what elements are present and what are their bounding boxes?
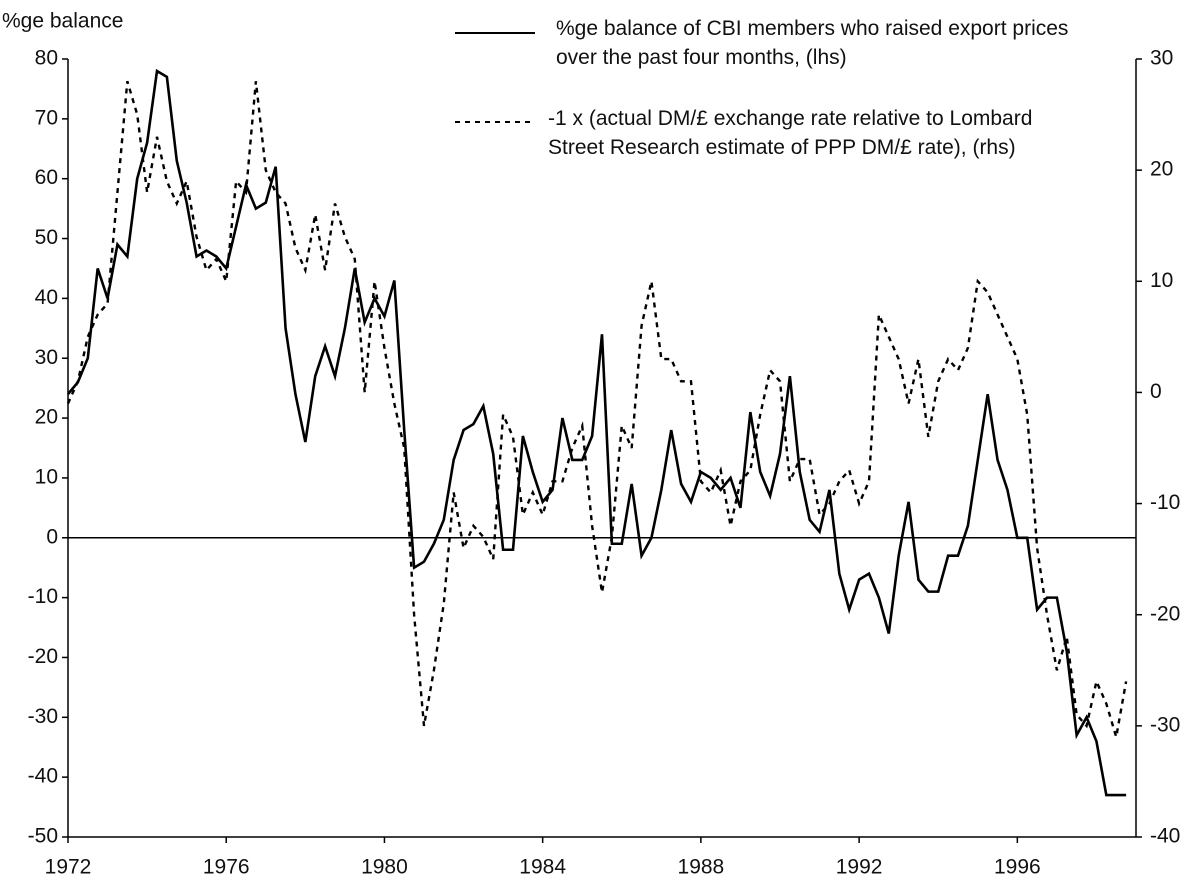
y-tick-label: 70	[35, 106, 58, 129]
series-line	[66, 80, 1128, 738]
y2-tick-label: -40	[1150, 825, 1180, 848]
x-tick-label: 1992	[836, 856, 883, 879]
y2-tick-label: 30	[1150, 47, 1173, 70]
y2-tick-label: 0	[1150, 380, 1162, 403]
y-tick-label: -30	[28, 705, 58, 728]
series-line	[66, 68, 1127, 797]
x-tick-label: 1996	[994, 856, 1041, 879]
legend-label: %ge balance of CBI members who raised ex…	[556, 17, 1069, 69]
x-tick-label: 1988	[678, 856, 725, 879]
y-tick-label: -20	[28, 645, 58, 668]
y2-tick-label: 10	[1150, 269, 1173, 292]
y-tick-label: 10	[35, 465, 58, 488]
y-tick-label: 60	[35, 166, 58, 189]
y-axis-label: %ge balance	[2, 10, 123, 33]
legend-label: -1 x (actual DM/£ exchange rate relative…	[548, 107, 1033, 159]
y-tick-label: 40	[35, 286, 58, 309]
y-tick-label: 50	[35, 226, 58, 249]
y2-tick-label: -20	[1150, 602, 1180, 625]
y-tick-label: -40	[28, 765, 58, 788]
y2-tick-label: -30	[1150, 713, 1180, 736]
y2-tick-label: -10	[1150, 491, 1180, 514]
x-tick-label: 1976	[203, 856, 250, 879]
x-tick-label: 1972	[45, 856, 92, 879]
x-tick-label: 1984	[519, 856, 566, 879]
y2-tick-label: 20	[1150, 158, 1173, 181]
y-tick-label: 30	[35, 346, 58, 369]
x-tick-label: 1980	[361, 856, 408, 879]
y-tick-label: -10	[28, 585, 58, 608]
y-tick-label: 0	[46, 525, 58, 548]
y-tick-label: -50	[28, 825, 58, 848]
y-tick-label: 20	[35, 406, 58, 429]
y-tick-label: 80	[35, 47, 58, 70]
